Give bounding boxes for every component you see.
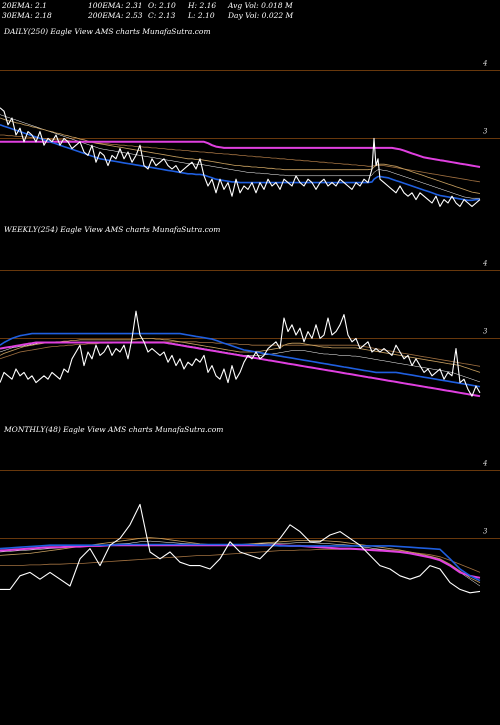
monthly-ema-short-line [0,543,481,582]
header-close: C: 2.13 [148,11,176,20]
weekly-ema-a-line [0,337,481,373]
daily-ema-short-line [0,124,480,202]
daily-price-line [0,107,481,207]
monthly-ema-c-line [0,548,481,573]
weekly-ema-short-line [0,332,481,388]
header-stats: 20EMA: 2.1 100EMA: 2.31 O: 2.10 H: 2.16 … [1,1,294,20]
daily-title: DAILY(250) Eagle View AMS charts MunafaS… [3,27,211,36]
header-ema20: 20EMA: 2.1 [1,1,47,10]
daily-ema-long-line [0,140,481,168]
daily-ema-a-line [0,117,481,194]
monthly-ytick-4: 4 [482,459,487,467]
monthly-price-line [0,503,481,594]
header-high: H: 2.16 [187,1,216,10]
header-open: O: 2.10 [148,1,176,10]
daily-panel: DAILY(250) Eagle View AMS charts MunafaS… [0,27,500,207]
weekly-panel: WEEKLY(254) Eagle View AMS charts Munafa… [0,225,500,398]
monthly-ytick-3: 3 [483,527,488,535]
chart-panels: DAILY(250) Eagle View AMS charts MunafaS… [0,27,500,594]
monthly-title: MONTHLY(48) Eagle View AMS charts Munafa… [3,425,223,434]
daily-ytick-4: 4 [482,59,487,67]
header-low: L: 2.10 [187,11,215,20]
header-ema200: 200EMA: 2.53 [87,11,143,20]
header-ema100: 100EMA: 2.31 [88,1,143,10]
weekly-ytick-3: 3 [483,327,488,335]
daily-ytick-3: 3 [483,127,488,135]
weekly-ema-long-line [0,341,481,398]
monthly-panel: MONTHLY(48) Eagle View AMS charts Munafa… [0,425,500,594]
weekly-title: WEEKLY(254) Eagle View AMS charts Munafa… [4,225,220,234]
weekly-ytick-4: 4 [482,259,487,267]
header-avg-vol: Avg Vol: 0.018 M [227,1,293,10]
weekly-price-line [0,310,481,397]
header-ema30: 30EMA: 2.18 [2,11,52,20]
header-day-vol: Day Vol: 0.022 M [227,11,294,20]
